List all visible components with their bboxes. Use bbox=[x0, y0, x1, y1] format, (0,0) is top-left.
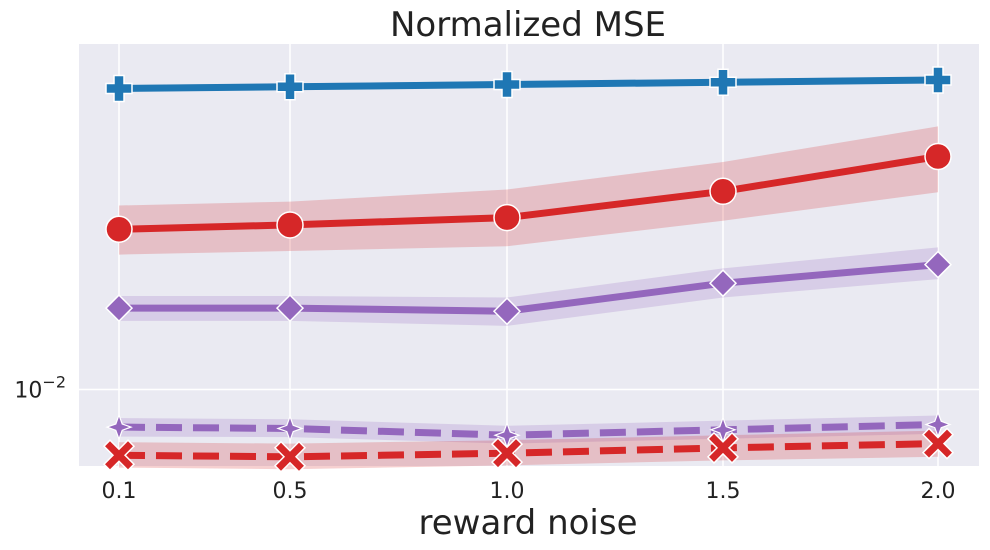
x-tick-labels: 0.1 0.5 1.0 1.5 2.0 bbox=[102, 479, 956, 504]
plus-marker bbox=[105, 74, 133, 103]
circle-marker bbox=[924, 142, 952, 171]
star-marker bbox=[105, 413, 133, 441]
series-markers bbox=[102, 66, 955, 473]
plus-marker bbox=[276, 73, 304, 101]
x-marker bbox=[706, 431, 740, 464]
y-tick-labels: 10−2 bbox=[14, 373, 66, 404]
star-marker bbox=[276, 414, 304, 443]
x-tick-label: 0.1 bbox=[102, 479, 137, 504]
diamond-marker bbox=[492, 297, 522, 326]
chart-title: Normalized MSE bbox=[390, 5, 666, 45]
plot-area bbox=[79, 44, 979, 466]
diamond-marker bbox=[923, 250, 953, 279]
y-tick-label: 10−2 bbox=[14, 373, 66, 404]
circle-marker bbox=[709, 177, 737, 206]
diamond-marker bbox=[104, 294, 134, 323]
plus-marker bbox=[493, 70, 521, 99]
circle-marker bbox=[276, 211, 304, 239]
x-marker bbox=[102, 439, 136, 472]
star-marker bbox=[924, 410, 952, 439]
diamond-marker bbox=[275, 294, 305, 323]
x-marker bbox=[273, 440, 307, 473]
x-axis-label: reward noise bbox=[419, 503, 638, 543]
x-tick-label: 1.0 bbox=[490, 479, 525, 504]
circle-marker bbox=[493, 203, 521, 232]
plus-marker bbox=[709, 68, 737, 97]
plus-marker bbox=[924, 66, 952, 94]
x-tick-label: 2.0 bbox=[921, 479, 956, 504]
circle-marker bbox=[105, 215, 133, 244]
diamond-marker bbox=[708, 269, 738, 298]
x-tick-label: 1.5 bbox=[706, 479, 741, 504]
x-marker bbox=[490, 437, 524, 470]
x-tick-label: 0.5 bbox=[273, 479, 308, 504]
x-marker bbox=[921, 427, 955, 460]
